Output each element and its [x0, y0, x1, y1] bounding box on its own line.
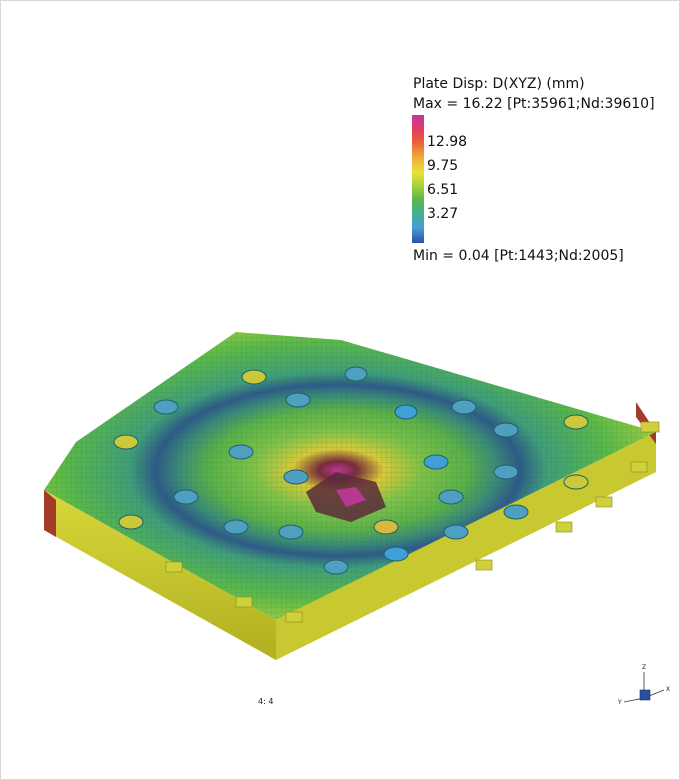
x-axis-label: X — [666, 686, 670, 693]
legend-title: Plate Disp: D(XYZ) (mm) — [413, 76, 585, 92]
axis-triad: Z Y X — [617, 664, 670, 706]
legend-max: Max = 16.22 [Pt:35961;Nd:39610] — [413, 96, 655, 112]
y-axis-label: Y — [617, 699, 622, 706]
plate-side-left — [44, 490, 276, 660]
legend-tick: 3.27 — [427, 206, 459, 222]
legend-colorbar — [412, 115, 424, 243]
legend-tick: 9.75 — [427, 158, 459, 174]
plate-displacement-model — [44, 332, 660, 660]
triad-cube — [639, 689, 651, 701]
legend-tick: 6.51 — [427, 182, 459, 198]
plate-hot-corner — [44, 490, 56, 537]
plate-holes — [113, 366, 589, 575]
legend-min: Min = 0.04 [Pt:1443;Nd:2005] — [413, 248, 624, 264]
plate-tabs — [165, 421, 660, 623]
z-axis-label: Z — [642, 664, 646, 671]
contour-legend: Plate Disp: D(XYZ) (mm) Max = 16.22 [Pt:… — [406, 70, 658, 290]
view-label: 4: 4 — [258, 697, 274, 706]
plate-side-right — [276, 432, 656, 660]
legend-tick: 12.98 — [427, 134, 468, 150]
